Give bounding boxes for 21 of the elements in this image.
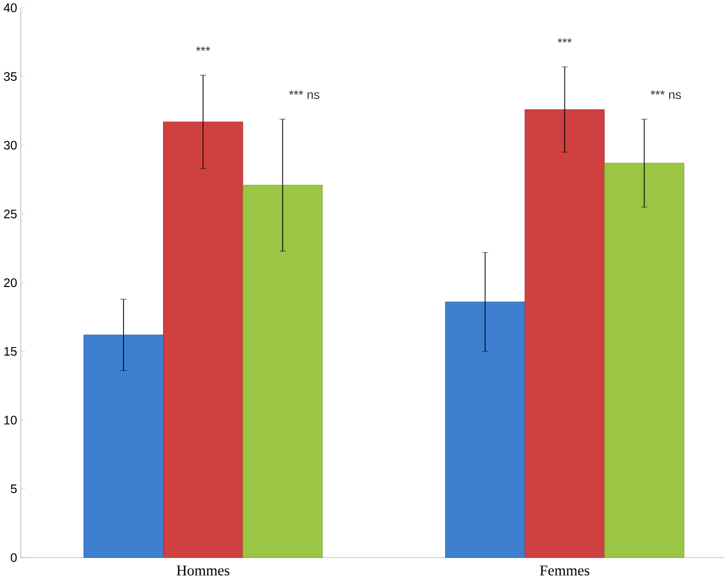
x-tick-label: Femmes (540, 566, 590, 576)
y-tick-label: 0 (10, 553, 17, 562)
annotation: *** (196, 46, 210, 51)
bar (163, 122, 244, 558)
y-tick-label: 30 (4, 140, 17, 150)
annotation: *** ns (650, 90, 681, 100)
y-tick-label: 25 (4, 210, 17, 218)
annotation: *** ns (289, 90, 320, 100)
bar (524, 109, 605, 558)
y-tick-label: 15 (4, 347, 17, 356)
bar (84, 334, 164, 558)
bar (604, 162, 684, 558)
y-tick-label: 10 (4, 416, 17, 425)
bar (445, 302, 526, 558)
bar (242, 184, 323, 558)
y-tick-label: 40 (4, 3, 17, 12)
y-tick-label: 20 (4, 278, 17, 288)
x-tick-label: Hommes (176, 566, 230, 576)
y-tick-label: 35 (4, 72, 17, 81)
y-tick-label: 5 (10, 484, 17, 494)
annotation: *** (558, 38, 572, 43)
